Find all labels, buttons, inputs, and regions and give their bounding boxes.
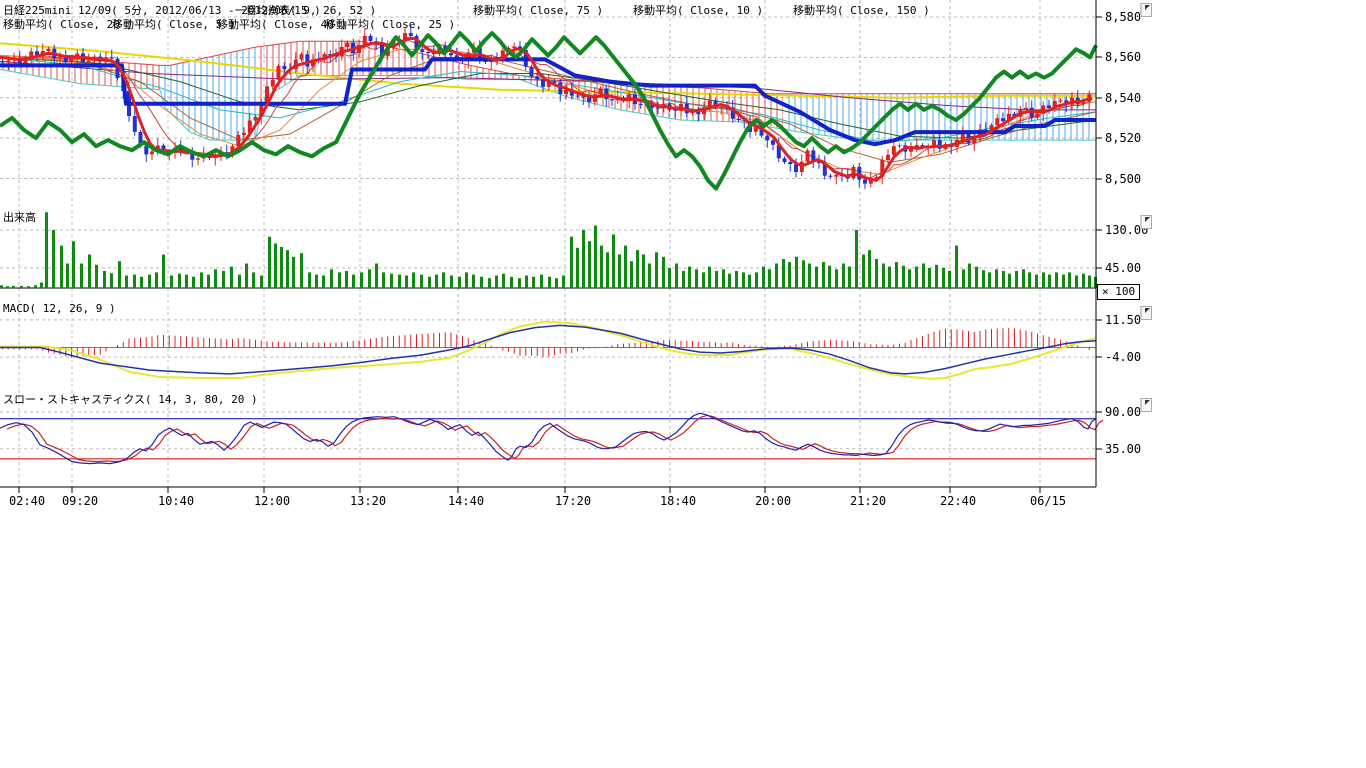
time-axis-label: 18:40 [660,494,696,508]
macd-line [0,325,1096,374]
collapse-arrow-icon [1145,400,1150,405]
stoch-percent-k-line [0,413,1096,463]
macd-pane-collapse-button[interactable] [1140,306,1152,320]
legend-ma75: 移動平均( Close, 75 ) [473,2,603,18]
time-axis-label: 22:40 [940,494,976,508]
volume-multiplier-badge: × 100 [1097,284,1140,300]
time-axis-label: 06/15 [1030,494,1066,508]
price-chart-canvas[interactable]: 8,5808,5608,5408,5208,500130.0045.0011.5… [0,0,1366,768]
legend-ma25: 移動平均( Close, 25 ) [325,16,455,32]
stoch-pane-title: スロー・ストキャスティクス( 14, 3, 80, 20 ) [3,391,258,407]
time-axis-label: 10:40 [158,494,194,508]
time-axis-label: 02:40 [9,494,45,508]
value-axis-label: -4.00 [1105,350,1141,364]
value-axis-label: 8,580 [1105,10,1141,24]
volume-pane-title: 出来高 [3,209,36,225]
collapse-arrow-icon [1145,308,1150,313]
macd-pane-title: MACD( 12, 26, 9 ) [3,302,116,315]
value-axis-label: 11.50 [1105,313,1141,327]
value-axis-label: 8,560 [1105,50,1141,64]
volume-pane-collapse-button[interactable] [1140,215,1152,229]
time-axis-label: 20:00 [755,494,791,508]
time-axis-label: 12:00 [254,494,290,508]
time-axis-label: 09:20 [62,494,98,508]
value-axis-label: 90.00 [1105,405,1141,419]
macd-signal-line [0,322,1096,379]
value-axis-label: 8,540 [1105,91,1141,105]
time-axis-label: 13:20 [350,494,386,508]
legend-ma150: 移動平均( Close, 150 ) [793,2,930,18]
time-axis-label: 14:40 [448,494,484,508]
collapse-arrow-icon [1145,217,1150,222]
chart-application-window: 8,5808,5608,5408,5208,500130.0045.0011.5… [0,0,1366,768]
volume-bars [0,212,1097,288]
collapse-arrow-icon [1145,5,1150,10]
time-axis-label: 17:20 [555,494,591,508]
price-pane-collapse-button[interactable] [1140,3,1152,17]
value-axis-label: 8,500 [1105,172,1141,186]
legend-ma10: 移動平均( Close, 10 ) [633,2,763,18]
value-axis-label: 8,520 [1105,131,1141,145]
value-axis-label: 45.00 [1105,261,1141,275]
stoch-pane-collapse-button[interactable] [1140,398,1152,412]
value-axis-label: 35.00 [1105,442,1141,456]
time-axis-label: 21:20 [850,494,886,508]
macd-histogram [3,328,1090,358]
